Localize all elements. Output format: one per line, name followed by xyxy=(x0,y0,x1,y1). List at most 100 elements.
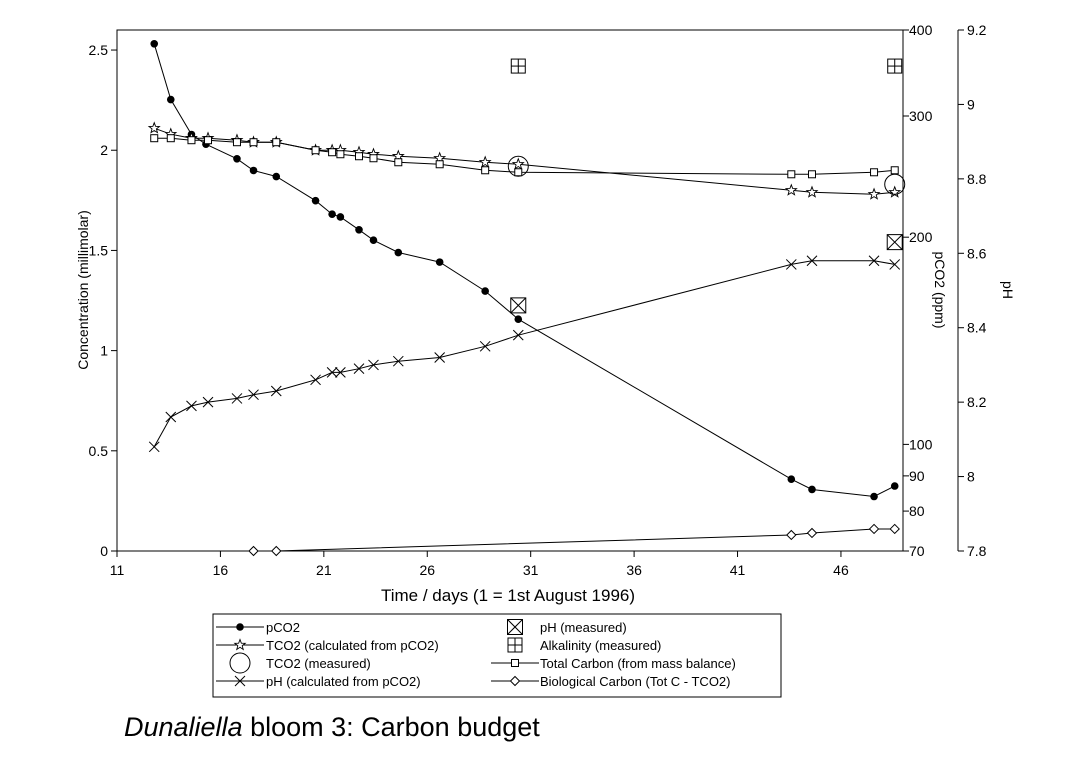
series-6-point xyxy=(807,170,816,179)
y-tick-label: 0.5 xyxy=(89,443,109,459)
series-0-point xyxy=(787,475,796,484)
series-5-point xyxy=(887,58,903,74)
legend-label: pH (calculated from pCO2) xyxy=(266,674,421,689)
chart-title-italic: Dunaliella xyxy=(124,712,243,742)
series-0-point xyxy=(328,210,336,218)
series-1-point xyxy=(784,183,798,196)
series-0-point xyxy=(166,95,175,104)
x-tick-label: 16 xyxy=(213,562,229,578)
series-3-point xyxy=(868,255,880,267)
series-4-point xyxy=(510,297,527,314)
legend-item: TCO2 (measured) xyxy=(229,652,371,674)
series-0-point xyxy=(311,196,320,205)
series-6-point xyxy=(514,168,523,177)
series-3-point xyxy=(148,441,160,453)
legend-marker xyxy=(236,623,244,631)
series-1-point xyxy=(805,185,819,198)
series-3-point xyxy=(335,367,346,378)
series-0-point xyxy=(870,492,878,501)
series-0-point xyxy=(249,166,258,175)
series-0-point xyxy=(150,39,159,48)
series-0-point xyxy=(272,172,281,181)
series-6-point xyxy=(481,166,490,175)
x-tick-label: 11 xyxy=(110,562,125,578)
x-tick-label: 36 xyxy=(626,562,642,578)
series-7-line xyxy=(253,528,895,552)
y3-tick-label: 9 xyxy=(967,96,975,112)
series-0-point xyxy=(890,482,899,490)
y2-tick-label: 100 xyxy=(909,436,933,452)
y2-tick-label: 200 xyxy=(909,229,933,245)
series-3-point xyxy=(785,259,797,270)
y-tick-label: 2.5 xyxy=(89,42,109,58)
y3-tick-label: 9.2 xyxy=(967,22,987,38)
legend-box xyxy=(212,613,782,698)
series-0-point xyxy=(481,287,489,295)
x-tick-label: 26 xyxy=(419,562,435,578)
legend-item: Alkalinity (measured) xyxy=(507,637,661,653)
series-1-line xyxy=(154,127,895,195)
y2-tick-label: 70 xyxy=(909,543,925,559)
series-3-point xyxy=(512,329,524,341)
series-6-point xyxy=(150,134,159,143)
y3-tick-label: 8 xyxy=(967,469,975,485)
legend-marker xyxy=(229,652,251,674)
series-0-point xyxy=(394,248,403,257)
series-6-point xyxy=(355,152,364,161)
y2-tick-label: 400 xyxy=(909,22,933,38)
series-6-point xyxy=(249,138,258,147)
y-axis-title: Concentration (millimolar) xyxy=(75,210,91,370)
series-7-point xyxy=(786,529,797,541)
series-6-point xyxy=(369,154,378,163)
series-7-point xyxy=(271,545,282,557)
legend-item: pH (measured) xyxy=(507,619,627,635)
legend-marker xyxy=(511,659,519,667)
series-3-point xyxy=(353,363,365,375)
x-axis-ticks: 11 16 21 26 31 36 41 46 xyxy=(110,551,849,578)
y3-axis-ticks: 7.8 8 8.2 8.4 8.6 8.8 9 9.2 xyxy=(958,22,987,559)
legend-marker xyxy=(507,619,523,635)
series-0-point xyxy=(369,236,378,244)
series-5-point xyxy=(510,58,526,74)
y2-tick-label: 90 xyxy=(909,468,925,484)
series-3-point xyxy=(326,367,338,378)
series-6-point xyxy=(787,170,796,179)
series-1-point xyxy=(888,185,902,198)
series-4-point xyxy=(886,234,903,251)
series-7-point xyxy=(868,523,880,535)
series-7-point xyxy=(889,523,900,535)
legend-marker xyxy=(234,675,246,687)
y3-tick-label: 8.6 xyxy=(967,245,987,261)
series-layer xyxy=(147,39,906,557)
series-0-point xyxy=(233,154,241,163)
series-6-line xyxy=(154,137,895,175)
legend-marker xyxy=(233,638,247,651)
x-axis-title: Time / days (1 = 1st August 1996) xyxy=(381,586,635,605)
series-3-point xyxy=(479,340,491,352)
series-6-point xyxy=(187,136,196,145)
series-1-point xyxy=(147,121,161,134)
series-3-point xyxy=(248,389,259,401)
series-1-point xyxy=(478,155,492,168)
series-6-point xyxy=(394,158,403,167)
series-3-point xyxy=(231,393,243,404)
series-1-point xyxy=(511,157,525,170)
series-6-point xyxy=(336,150,345,159)
series-6-point xyxy=(328,148,337,157)
legend-marker xyxy=(509,675,521,687)
y2-tick-label: 80 xyxy=(909,503,925,519)
series-3-line xyxy=(153,260,895,448)
y3-tick-label: 8.4 xyxy=(967,320,987,336)
y-tick-label: 2 xyxy=(100,142,108,158)
legend-item: Total Carbon (from mass balance) xyxy=(491,656,736,671)
series-3-point xyxy=(889,259,901,270)
series-0-point xyxy=(355,226,363,234)
legend-label: Alkalinity (measured) xyxy=(540,638,661,653)
x-tick-label: 46 xyxy=(833,562,849,578)
legend-label: TCO2 (calculated from pCO2) xyxy=(266,638,439,653)
series-1-point xyxy=(867,187,881,200)
series-6-point xyxy=(204,136,213,145)
series-3-point xyxy=(806,255,818,267)
legend-label: TCO2 (measured) xyxy=(266,656,371,671)
